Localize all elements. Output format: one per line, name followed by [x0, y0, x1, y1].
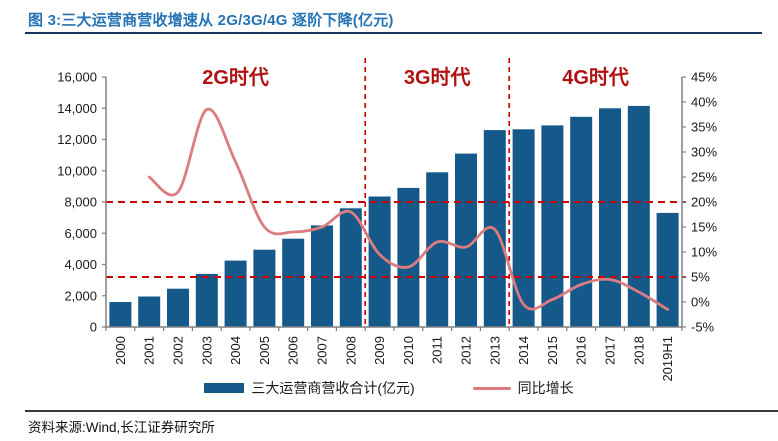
x-label-2018: 2018	[631, 336, 646, 365]
x-label-2012: 2012	[459, 336, 474, 365]
right-tick-label: 10%	[691, 245, 717, 260]
right-tick-label: 45%	[691, 70, 717, 85]
x-label-2019H1: 2019H1	[660, 336, 675, 382]
right-tick-label: 40%	[691, 95, 717, 110]
bar-2002	[167, 288, 189, 327]
figure-title: 图 3:三大运营商营收增速从 2G/3G/4G 逐阶下降(亿元)	[28, 12, 394, 29]
left-tick-label: 14,000	[57, 101, 97, 116]
bar-2011	[426, 172, 449, 327]
x-label-2010: 2010	[401, 336, 416, 365]
bar-2018	[627, 105, 650, 328]
right-tick-label: 15%	[691, 220, 717, 235]
x-label-2001: 2001	[142, 336, 157, 365]
x-label-2007: 2007	[315, 336, 330, 365]
right-tick-label: 25%	[691, 170, 717, 185]
chart-legend: 三大运营商营收合计(亿元) 同比增长	[0, 378, 778, 398]
bar-2005	[253, 249, 276, 327]
left-tick-label: 10,000	[57, 163, 97, 178]
bar-2003	[195, 273, 218, 327]
bar-2017	[599, 108, 621, 328]
bar-2008	[339, 208, 362, 328]
right-tick-label: 30%	[691, 145, 717, 160]
right-tick-label: -5%	[691, 320, 715, 335]
x-label-2005: 2005	[257, 336, 272, 365]
right-tick-label: 35%	[691, 120, 717, 135]
x-label-2014: 2014	[516, 336, 531, 365]
right-tick-label: 0%	[691, 295, 710, 310]
bar-2016	[570, 116, 593, 327]
legend-item-yoy: 同比增长	[472, 378, 574, 398]
x-label-2000: 2000	[113, 336, 128, 365]
bar-2001	[138, 296, 161, 327]
source-note: 资料来源:Wind,长江证券研究所	[28, 420, 215, 435]
bar-2009	[368, 196, 391, 327]
right-tick-label: 20%	[691, 195, 717, 210]
x-label-2015: 2015	[545, 336, 560, 365]
x-label-2017: 2017	[603, 336, 618, 365]
x-label-2002: 2002	[171, 336, 186, 365]
left-tick-label: 4,000	[64, 257, 97, 272]
x-label-2004: 2004	[228, 336, 243, 365]
era-label-3: 4G时代	[562, 66, 629, 89]
x-label-2009: 2009	[372, 336, 387, 365]
bar-2015	[541, 125, 564, 328]
line-series-swatch	[472, 386, 511, 390]
left-tick-label: 6,000	[64, 226, 97, 241]
era-label-1: 2G时代	[202, 66, 269, 89]
bar-2010	[397, 187, 420, 327]
left-tick-label: 0	[90, 320, 97, 335]
x-label-2006: 2006	[286, 336, 301, 365]
x-label-2011: 2011	[430, 336, 445, 364]
bar-series-label: 三大运营商营收合计(亿元)	[251, 380, 415, 396]
bar-2004	[224, 260, 247, 327]
left-tick-label: 16,000	[57, 70, 97, 85]
x-label-2008: 2008	[343, 336, 358, 365]
x-label-2003: 2003	[199, 336, 214, 365]
line-series-label: 同比增长	[517, 380, 574, 396]
era-label-2: 3G时代	[404, 66, 471, 89]
yoy-growth-line	[147, 107, 669, 311]
legend-item-revenue: 三大运营商营收合计(亿元)	[204, 378, 415, 398]
bar-2000	[109, 302, 132, 327]
bar-2019H1	[656, 212, 679, 327]
left-tick-label: 12,000	[57, 132, 97, 147]
right-tick-label: 5%	[691, 270, 710, 285]
x-label-2016: 2016	[574, 336, 589, 365]
bar-2006	[282, 238, 305, 327]
left-tick-label: 8,000	[64, 195, 97, 210]
bar-2012	[455, 153, 477, 327]
x-label-2013: 2013	[487, 336, 502, 365]
bar-2014	[512, 129, 535, 327]
bar-series-swatch	[204, 383, 245, 393]
left-tick-label: 2,000	[64, 288, 97, 303]
footer-divider-line	[25, 410, 778, 412]
title-divider-line	[25, 32, 762, 34]
